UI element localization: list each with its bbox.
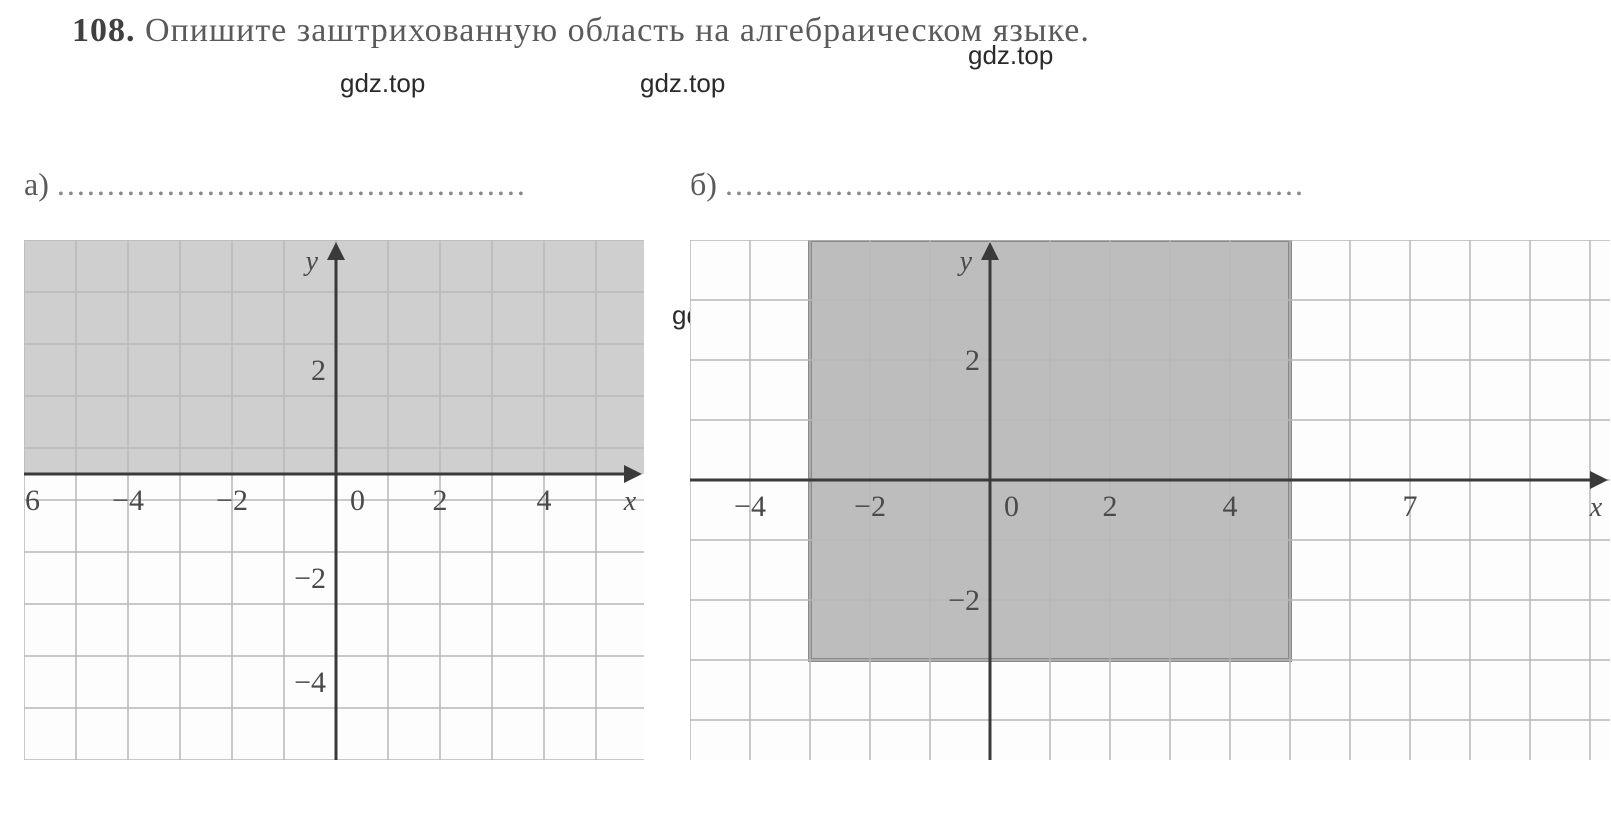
- svg-text:2: 2: [311, 354, 326, 387]
- svg-text:−4: −4: [294, 666, 326, 699]
- chart-a: −6 −4 −2 0 2 4 2 −2 −4 y x: [24, 240, 644, 760]
- svg-text:−6: −6: [24, 484, 40, 517]
- problem-number: 108.: [72, 12, 136, 49]
- watermark: gdz.top: [968, 40, 1053, 71]
- part-a-label: а) .....................................…: [24, 166, 527, 203]
- part-b-letter: б): [690, 166, 717, 202]
- watermark: gdz.top: [640, 68, 725, 99]
- svg-text:4: 4: [1223, 490, 1238, 523]
- svg-text:−4: −4: [734, 490, 766, 523]
- part-b-label: б) .....................................…: [690, 166, 1305, 203]
- svg-text:x: x: [1589, 492, 1603, 523]
- svg-text:2: 2: [433, 484, 448, 517]
- part-b-dots: ........................................…: [725, 166, 1305, 202]
- chart-b: −4 −2 0 2 4 7 2 −2 y x: [690, 240, 1610, 760]
- watermark: gdz.top: [340, 68, 425, 99]
- problem-text: 108. Опишите заштрихованную область на а…: [72, 12, 1090, 50]
- svg-text:−2: −2: [854, 490, 886, 523]
- svg-text:0: 0: [350, 484, 365, 517]
- svg-text:−2: −2: [216, 484, 248, 517]
- svg-text:2: 2: [1103, 490, 1118, 523]
- svg-text:4: 4: [537, 484, 552, 517]
- svg-text:−2: −2: [948, 584, 980, 617]
- svg-text:y: y: [957, 246, 973, 277]
- svg-text:7: 7: [1403, 490, 1418, 523]
- svg-text:x: x: [623, 486, 637, 517]
- part-a-letter: а): [24, 166, 49, 202]
- svg-text:−2: −2: [294, 562, 326, 595]
- svg-text:−4: −4: [112, 484, 144, 517]
- svg-text:y: y: [303, 246, 319, 277]
- part-a-dots: ........................................…: [57, 166, 527, 202]
- svg-text:0: 0: [1004, 490, 1019, 523]
- problem-body: Опишите заштрихованную область на алгебр…: [145, 12, 1090, 49]
- svg-text:2: 2: [965, 344, 980, 377]
